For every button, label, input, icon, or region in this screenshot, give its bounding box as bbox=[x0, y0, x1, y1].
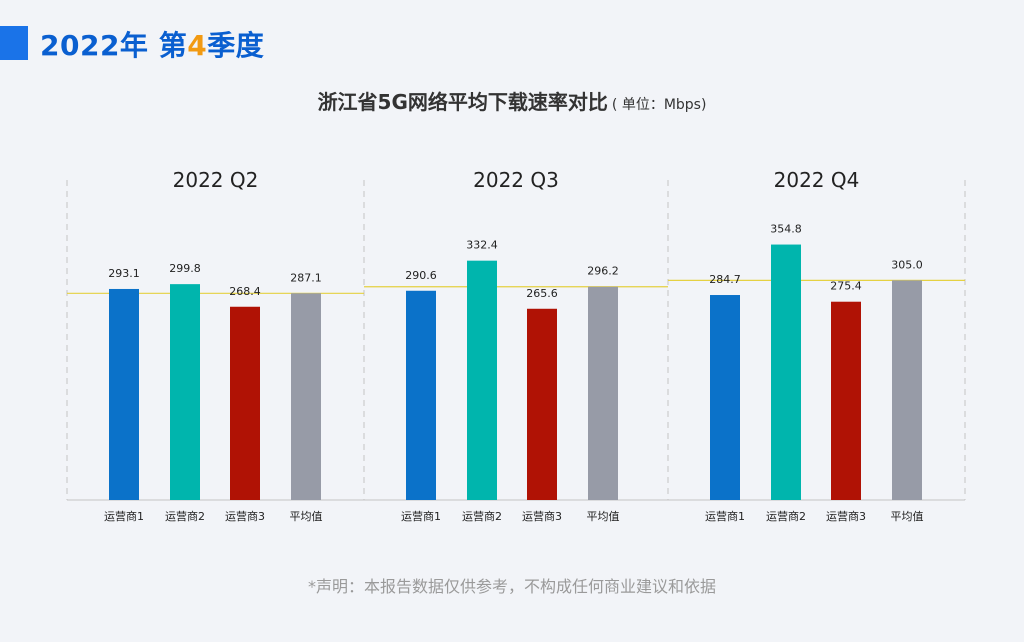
value-label-1-1: 332.4 bbox=[466, 239, 498, 252]
value-label-2-1: 354.8 bbox=[770, 223, 802, 236]
value-label-2-2: 275.4 bbox=[830, 280, 862, 293]
bar-2-1 bbox=[771, 244, 801, 500]
bar-0-2 bbox=[230, 306, 260, 500]
page-title: 2022年 第4季度 bbox=[40, 24, 264, 64]
value-label-2-0: 284.7 bbox=[709, 273, 741, 286]
category-label-1-0: 运营商1 bbox=[401, 509, 441, 523]
value-label-1-2: 265.6 bbox=[526, 287, 558, 300]
category-label-2-1: 运营商2 bbox=[766, 509, 806, 523]
disclaimer-note: *声明：本报告数据仅供参考，不构成任何商业建议和依据 bbox=[307, 577, 716, 596]
chart-unit-label: ( 单位：Mbps) bbox=[611, 97, 707, 113]
bar-2-0 bbox=[710, 295, 740, 500]
bar-2-3 bbox=[892, 280, 922, 500]
category-label-1-3: 平均值 bbox=[587, 510, 620, 523]
bar-0-1 bbox=[170, 284, 200, 500]
value-label-0-2: 268.4 bbox=[229, 285, 261, 298]
bar-0-3 bbox=[291, 293, 321, 500]
bar-2-2 bbox=[831, 301, 861, 500]
category-label-0-2: 运营商3 bbox=[225, 509, 265, 523]
category-label-0-3: 平均值 bbox=[290, 510, 323, 523]
value-label-2-3: 305.0 bbox=[891, 258, 923, 271]
panel-label-2: 2022 Q4 bbox=[774, 168, 860, 192]
bar-1-1 bbox=[467, 260, 497, 500]
category-label-2-2: 运营商3 bbox=[826, 509, 866, 523]
category-label-2-0: 运营商1 bbox=[705, 509, 745, 523]
header-accent-bar bbox=[0, 26, 28, 60]
title-quarter-prefix: 第 bbox=[158, 29, 188, 62]
title-year: 2022年 bbox=[40, 29, 149, 62]
category-label-1-1: 运营商2 bbox=[462, 509, 502, 523]
bar-0-0 bbox=[109, 288, 139, 500]
bar-1-2 bbox=[527, 308, 557, 500]
chart-title-text: 浙江省5G网络平均下载速率对比 bbox=[317, 90, 608, 114]
value-label-0-1: 299.8 bbox=[169, 262, 201, 275]
value-label-0-0: 293.1 bbox=[108, 267, 140, 280]
chart-title: 浙江省5G网络平均下载速率对比( 单位：Mbps) bbox=[0, 86, 1024, 115]
bar-1-3 bbox=[588, 286, 618, 500]
bar-1-0 bbox=[406, 290, 436, 500]
title-quarter-suffix: 季度 bbox=[207, 29, 265, 62]
category-label-2-3: 平均值 bbox=[891, 510, 924, 523]
value-label-1-0: 290.6 bbox=[405, 269, 437, 282]
title-quarter-number: 4 bbox=[187, 29, 208, 62]
category-label-1-2: 运营商3 bbox=[522, 509, 562, 523]
value-label-0-3: 287.1 bbox=[290, 271, 322, 284]
category-label-0-1: 运营商2 bbox=[165, 509, 205, 523]
panel-label-1: 2022 Q3 bbox=[473, 168, 559, 192]
value-label-1-3: 296.2 bbox=[587, 265, 619, 278]
category-label-0-0: 运营商1 bbox=[104, 509, 144, 523]
panel-label-0: 2022 Q2 bbox=[173, 168, 259, 192]
